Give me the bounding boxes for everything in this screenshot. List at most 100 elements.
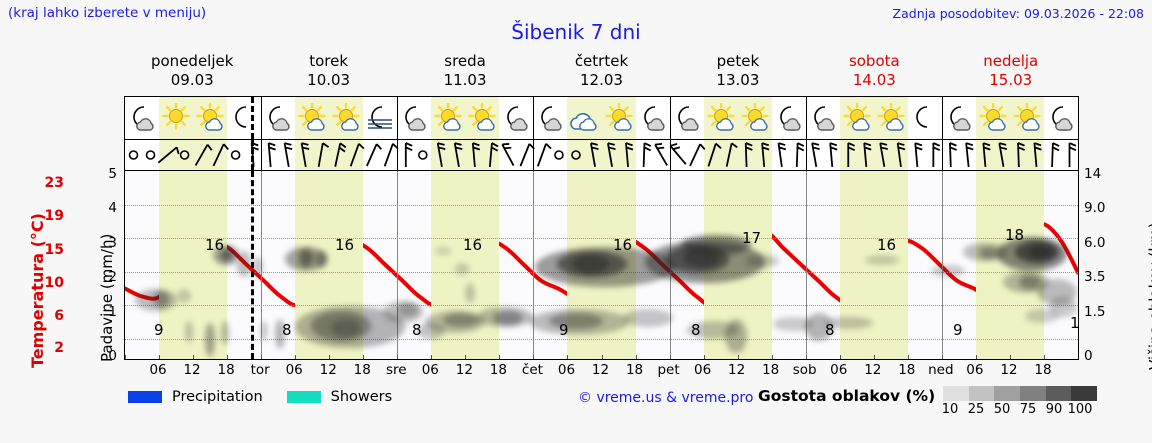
cloud-density-blob <box>315 251 327 267</box>
wind-calm-icon <box>128 150 139 160</box>
daylight-band-0 <box>159 171 228 359</box>
wind-barb <box>725 142 738 167</box>
sun-cloud-icon <box>842 102 872 133</box>
x-tick-0 <box>125 355 126 359</box>
moon-cloud-icon <box>638 103 668 133</box>
x-tick-24 <box>941 355 943 359</box>
moon-cloud-icon <box>808 103 838 133</box>
x-tick-2 <box>193 355 195 359</box>
wind-barb <box>811 142 820 167</box>
cloud-density-blob <box>1029 245 1053 259</box>
cloud-density-blob <box>623 309 673 327</box>
cloud-density-blob <box>383 301 423 323</box>
precipitation-legend: Precipitation Showers <box>128 387 392 407</box>
showers-legend-label: Showers <box>330 389 393 405</box>
wind-barbs <box>128 142 1077 168</box>
day-name: ponedeljek <box>150 52 234 70</box>
wind-barb <box>879 142 888 167</box>
cloud-density-blob <box>1019 275 1041 289</box>
density-swatch-5 <box>1071 386 1098 401</box>
temperature-tick-5: 2 <box>54 340 64 356</box>
temperature-value-label: 16 <box>463 236 483 254</box>
x-tick-22 <box>873 355 875 359</box>
x-axis-label-22: 18 <box>898 362 916 378</box>
precipitation-axis-title-text: Padavine (mm/h) <box>98 233 116 362</box>
density-tick-3: 75 <box>1019 402 1037 417</box>
daylight-band-5 <box>839 171 908 359</box>
x-axis-label-10: 18 <box>489 362 507 378</box>
wind-barb <box>625 142 634 168</box>
sun-cloud-icon <box>331 102 361 133</box>
wind-barb <box>998 142 1008 167</box>
cloud-density-blob <box>493 311 523 325</box>
wind-barb <box>1068 142 1077 167</box>
temperature-tick-2: 15 <box>44 242 64 258</box>
temperature-value-label: 9 <box>953 321 963 339</box>
moon-cloud-icon <box>127 103 157 133</box>
x-axis-label-23: ned <box>928 362 954 378</box>
x-axis-label-5: 12 <box>319 362 337 378</box>
chart-grid-area: 9 16 8 16 8 16 9 16 8 17 8 16 9 18 10 <box>124 170 1079 360</box>
day-separator-grid-6 <box>941 171 943 359</box>
wind-barb-row <box>124 140 1079 170</box>
day-date: 12.03 <box>580 71 623 89</box>
x-axis-label-0: 06 <box>149 362 167 378</box>
cloud-density-blob <box>275 319 285 349</box>
wind-calm-icon <box>230 150 241 160</box>
wind-barb <box>896 142 906 168</box>
wind-barb <box>383 143 399 167</box>
day-separator-wind-3 <box>533 140 535 170</box>
horizontal-gridline-1 <box>125 204 1078 206</box>
wind-barb <box>847 142 856 167</box>
temperature-axis-title: Temperatura (°C) <box>6 172 47 372</box>
cloud-density-blob <box>805 313 833 341</box>
x-tick-23 <box>907 355 909 359</box>
sun-cloud-icon <box>706 102 736 133</box>
cloud-density-blob <box>477 307 533 327</box>
wind-barb <box>250 142 259 168</box>
density-tick-4: 90 <box>1045 402 1063 417</box>
x-tick-5 <box>295 355 297 359</box>
daylight-band-0 <box>159 140 228 170</box>
day-header-1: torek 10.03 <box>260 52 396 92</box>
x-tick-14 <box>601 355 603 359</box>
day-separator-grid-3 <box>533 171 535 359</box>
sun-icon <box>161 102 191 133</box>
precipitation-tick-2: 3 <box>108 235 117 251</box>
wind-barb <box>471 142 481 168</box>
last-update-text: Zadnja posodobitev: 09.03.2026 - 22:08 <box>892 6 1144 21</box>
wind-barb <box>982 142 991 168</box>
cloud-height-tick-2: 6.0 <box>1084 235 1106 251</box>
x-tick-16 <box>669 355 671 359</box>
x-axis-label-17: 12 <box>728 362 746 378</box>
cloud-density-blob <box>963 243 1007 261</box>
cloud-density-blob <box>745 255 779 267</box>
cloud-density-blob <box>865 255 899 265</box>
cloud-density-blob <box>331 319 361 337</box>
copyright-link[interactable]: © vreme.us & vreme.pro <box>578 390 754 406</box>
weather-icon-row <box>124 96 1079 140</box>
wind-barb <box>914 142 923 168</box>
x-tick-10 <box>465 355 467 359</box>
precipitation-tick-4: 1 <box>108 304 117 320</box>
x-axis-label-16: 06 <box>694 362 712 378</box>
cloud-density-blob <box>825 317 873 329</box>
temperature-value-label: 8 <box>691 321 701 339</box>
day-name: torek <box>309 52 349 70</box>
x-tick-12 <box>533 355 535 359</box>
wind-barb <box>1051 142 1060 168</box>
x-axis-label-15: pet <box>657 362 680 378</box>
cloud-density-blob <box>205 323 215 357</box>
wind-barb <box>283 142 293 167</box>
cloud-density-blob <box>253 257 263 277</box>
x-axis-label-3: tor <box>250 362 270 378</box>
density-tick-1: 25 <box>967 402 985 417</box>
cloud-density-blob <box>681 235 751 255</box>
density-tick-0: 10 <box>941 402 959 417</box>
x-tick-3 <box>227 355 229 359</box>
x-axis-label-4: 06 <box>285 362 303 378</box>
wind-barb <box>501 143 515 167</box>
daylight-band-2 <box>431 171 500 359</box>
x-axis-label-11: čet <box>521 362 543 378</box>
day-separator-wind-6 <box>941 140 943 170</box>
